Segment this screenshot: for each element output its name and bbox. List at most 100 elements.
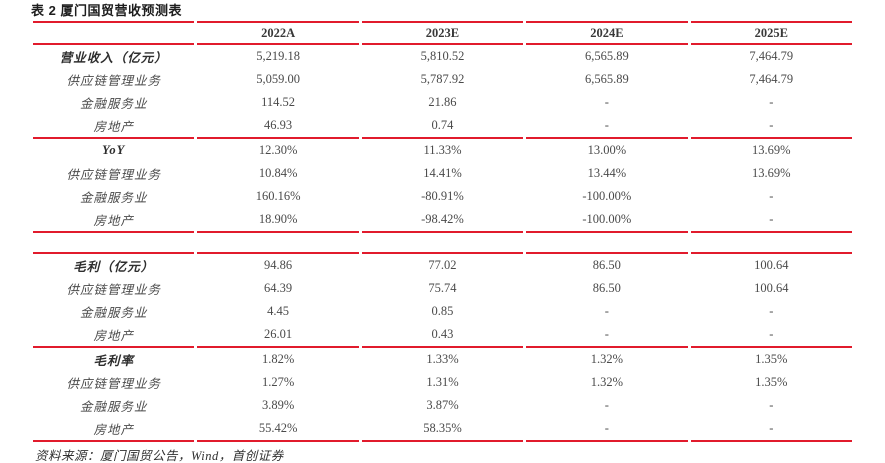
cell-value: - (690, 208, 852, 233)
cell-value: 26.01 (197, 323, 359, 348)
cell-value: 11.33% (423, 143, 462, 157)
row-label: 毛利率 (93, 354, 134, 368)
col-header: 2024E (526, 21, 688, 45)
cell-value: 75.74 (428, 281, 457, 295)
cell-value: - (690, 323, 852, 348)
col-header: 2025E (690, 21, 852, 45)
cell-value: - (604, 398, 609, 412)
cell-value: 10.84% (258, 166, 298, 180)
cell-value: - (769, 189, 774, 203)
cell-value: - (526, 323, 688, 348)
col-header: 2023E (361, 21, 524, 45)
table-row: 金融服务业 4.45 0.85 - - (33, 300, 852, 323)
cell-value: 13.44% (587, 166, 627, 180)
cell-value: 94.86 (197, 252, 359, 277)
cell-value: 21.86 (428, 95, 457, 109)
spacer-cell (33, 233, 852, 252)
cell-value: 4.45 (267, 304, 290, 318)
cell-value: 6,565.89 (584, 72, 629, 86)
cell-value: -80.91% (421, 189, 464, 203)
row-label: 金融服务业 (79, 97, 148, 111)
col-header-empty (33, 21, 195, 45)
cell-value: 77.02 (361, 252, 524, 277)
table-row: 营业收入（亿元） 5,219.18 5,810.52 6,565.89 7,464.79 (33, 45, 852, 68)
cell-value: 6,565.89 (584, 49, 629, 63)
cell-value: 14.41% (423, 166, 462, 180)
row-label: 金融服务业 (79, 306, 148, 320)
row-label: 毛利（亿元） (33, 252, 195, 277)
cell-value: 1.32% (590, 352, 624, 366)
revenue-forecast-table: 2022A 2023E 2024E 2025E 营业收入（亿元） 5,219.18 5,81… (30, 21, 855, 442)
cell-value: 114.52 (261, 95, 296, 109)
table-row: 供应链管理业务 1.27% 1.31% 1.32% 1.35% (33, 371, 852, 394)
cell-value: - (769, 398, 774, 412)
cell-value: 13.00% (587, 143, 627, 157)
table-row: 毛利率 1.82% 1.33% 1.32% 1.35% (33, 348, 852, 371)
table-row: 金融服务业 160.16% -80.91% -100.00% - (33, 185, 852, 208)
row-label: 金融服务业 (79, 400, 148, 414)
row-label: YoY (102, 143, 126, 157)
cell-value: 46.93 (197, 114, 359, 139)
source-note: 资料来源：厦门国贸公告，Wind，首创证券 (35, 449, 284, 463)
cell-value: 100.64 (690, 252, 852, 277)
row-label: 房地产 (33, 114, 195, 139)
cell-value: - (526, 114, 688, 139)
cell-value: 5,059.00 (256, 72, 300, 86)
table-row: 供应链管理业务 64.39 75.74 86.50 100.64 (33, 277, 852, 300)
table-row: 房地产 18.90% -98.42% -100.00% - (33, 208, 852, 233)
cell-value: 18.90% (197, 208, 359, 233)
row-label: 供应链管理业务 (66, 168, 161, 182)
cell-value: -100.00% (526, 208, 688, 233)
row-label: 供应链管理业务 (66, 377, 161, 391)
cell-value: 3.87% (426, 398, 459, 412)
cell-value: 1.32% (590, 375, 624, 389)
cell-value: 64.39 (264, 281, 293, 295)
table-row: 毛利（亿元） 94.86 77.02 86.50 100.64 (33, 252, 852, 277)
table-row: 供应链管理业务 5,059.00 5,787.92 6,565.89 7,464.79 (33, 68, 852, 91)
table-row: 供应链管理业务 10.84% 14.41% 13.44% 13.69% (33, 162, 852, 185)
cell-value: - (526, 417, 688, 442)
row-label: 金融服务业 (79, 191, 148, 205)
cell-value: 5,810.52 (420, 49, 465, 63)
header-row: 2022A 2023E 2024E 2025E (33, 21, 852, 45)
cell-value: 7,464.79 (749, 72, 794, 86)
spacer-row (33, 233, 852, 252)
cell-value: 58.35% (361, 417, 524, 442)
cell-value: 12.30% (258, 143, 298, 157)
cell-value: - (769, 304, 774, 318)
cell-value: 5,219.18 (256, 49, 300, 63)
table-row: 房地产 55.42% 58.35% - - (33, 417, 852, 442)
cell-value: 86.50 (592, 281, 621, 295)
cell-value: - (604, 304, 609, 318)
row-label: 营业收入（亿元） (59, 51, 168, 65)
cell-value: 13.69% (752, 143, 791, 157)
cell-value: 0.43 (361, 323, 524, 348)
cell-value: 55.42% (197, 417, 359, 442)
row-label: 供应链管理业务 (66, 74, 161, 88)
row-label: 房地产 (33, 208, 195, 233)
cell-value: 13.69% (752, 166, 791, 180)
cell-value: -98.42% (361, 208, 524, 233)
cell-value: -100.00% (582, 189, 632, 203)
cell-value: 1.33% (426, 352, 459, 366)
cell-value: 100.64 (754, 281, 789, 295)
table-row: 房地产 26.01 0.43- - (33, 323, 852, 348)
row-label: 房地产 (33, 417, 195, 442)
cell-value: 0.74 (361, 114, 524, 139)
cell-value: 1.82% (261, 352, 295, 366)
cell-value: - (769, 95, 774, 109)
cell-value: 0.85 (431, 304, 454, 318)
cell-value: 5,787.92 (420, 72, 465, 86)
cell-value: 86.50 (526, 252, 688, 277)
row-label: 供应链管理业务 (66, 283, 161, 297)
cell-value: 7,464.79 (749, 49, 794, 63)
cell-value: 1.31% (426, 375, 459, 389)
cell-value: 1.35% (755, 352, 788, 366)
cell-value: - (690, 417, 852, 442)
table-row: 房地产 46.93 0.74- - (33, 114, 852, 139)
table-caption: 表 2 厦门国贸营收预测表 (31, 3, 182, 18)
cell-value: - (690, 114, 852, 139)
table-row: YoY 12.30% 11.33% 13.00% 13.69% (33, 139, 852, 162)
cell-value: 1.27% (261, 375, 295, 389)
